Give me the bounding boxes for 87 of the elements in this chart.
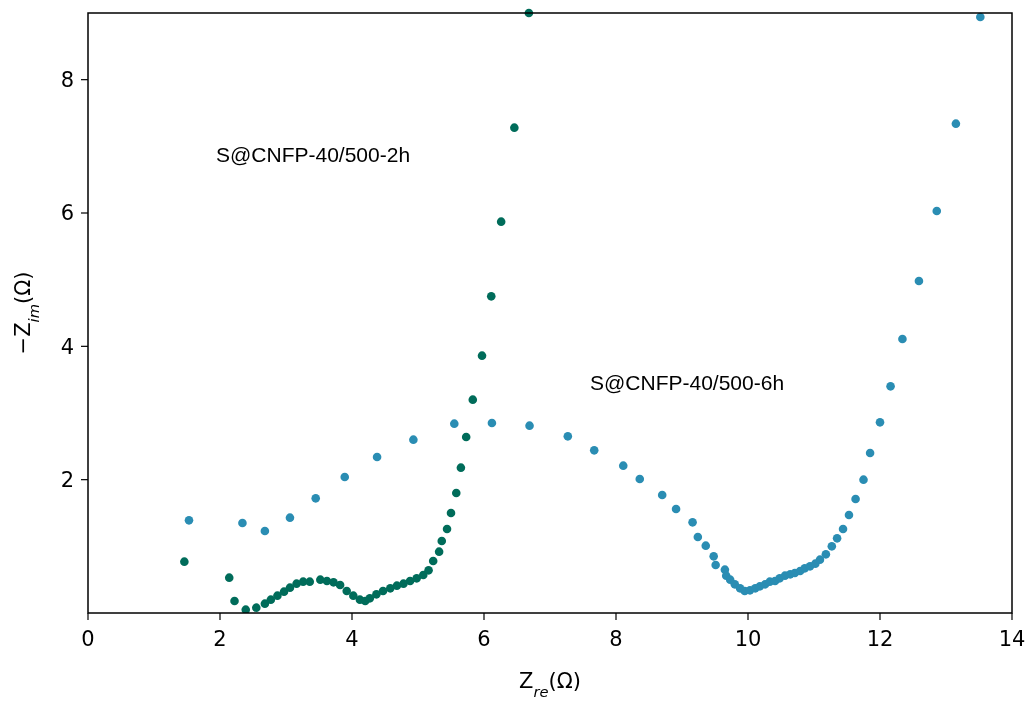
point: [342, 586, 352, 596]
point: [340, 472, 350, 482]
point: [252, 603, 261, 612]
point: [285, 583, 295, 592]
point: [821, 550, 831, 559]
point: [510, 123, 519, 132]
annotation: S@CNFP-40/500-2h: [216, 143, 411, 167]
point: [589, 446, 599, 455]
point: [372, 590, 381, 599]
point: [815, 555, 825, 564]
point: [456, 463, 466, 472]
point: [412, 574, 421, 583]
point: [230, 596, 239, 606]
point: [424, 566, 433, 575]
x-tick-label: 2: [213, 627, 227, 651]
point: [671, 504, 681, 514]
point: [951, 119, 961, 128]
x-tick-label: 0: [81, 627, 95, 651]
x-tick-label: 12: [866, 627, 894, 651]
x-tick-label: 6: [477, 627, 491, 651]
point: [273, 591, 282, 600]
point: [851, 494, 860, 504]
point: [305, 577, 315, 586]
point: [898, 334, 907, 344]
point: [486, 292, 496, 301]
x-tick-label: 10: [734, 627, 762, 651]
point: [442, 524, 452, 534]
point: [709, 552, 718, 561]
point: [468, 395, 478, 404]
point: [311, 494, 320, 503]
point: [914, 276, 924, 286]
point: [693, 532, 703, 542]
point: [285, 513, 295, 522]
point: [657, 490, 667, 500]
point: [238, 518, 247, 528]
point: [372, 452, 382, 462]
x-tick-label: 8: [609, 627, 623, 651]
point: [844, 510, 854, 520]
point: [461, 432, 471, 442]
y-tick-label: 2: [60, 468, 74, 493]
point: [711, 560, 720, 570]
point: [450, 419, 459, 428]
point: [688, 518, 697, 527]
point: [399, 579, 408, 588]
y-tick-label: 6: [60, 201, 74, 226]
point: [266, 595, 276, 604]
point: [365, 594, 375, 603]
point: [865, 448, 875, 458]
point: [241, 605, 251, 613]
point: [838, 524, 848, 534]
point: [260, 599, 270, 608]
point: [563, 432, 573, 441]
point: [329, 578, 338, 587]
point: [184, 516, 194, 525]
annotation: S@CNFP-40/500-6h: [590, 371, 785, 395]
point: [446, 508, 456, 518]
point: [434, 547, 444, 556]
y-tick-label: 8: [60, 68, 74, 93]
point: [832, 534, 842, 543]
point: [279, 587, 289, 596]
point: [859, 475, 868, 484]
point: [409, 435, 418, 444]
point: [487, 418, 497, 428]
point: [635, 474, 645, 484]
point: [618, 461, 628, 470]
point: [932, 206, 942, 216]
point: [477, 351, 487, 360]
x-tick-label: 4: [345, 627, 359, 651]
x-tick-label: 14: [998, 627, 1026, 651]
point: [385, 584, 395, 593]
point: [976, 12, 985, 22]
point: [886, 382, 895, 391]
point: [437, 536, 447, 546]
point: [180, 557, 189, 566]
point: [875, 418, 885, 427]
y-tick-label: 4: [60, 334, 74, 359]
point: [701, 541, 711, 550]
point: [428, 556, 438, 566]
point: [260, 526, 270, 536]
point: [496, 217, 506, 226]
point: [525, 421, 534, 430]
point: [349, 591, 358, 600]
point: [827, 542, 837, 551]
x-axis-title: Z$_{re}$(Ω): [519, 669, 581, 700]
point: [451, 488, 461, 498]
point: [224, 573, 234, 582]
point: [335, 580, 345, 590]
